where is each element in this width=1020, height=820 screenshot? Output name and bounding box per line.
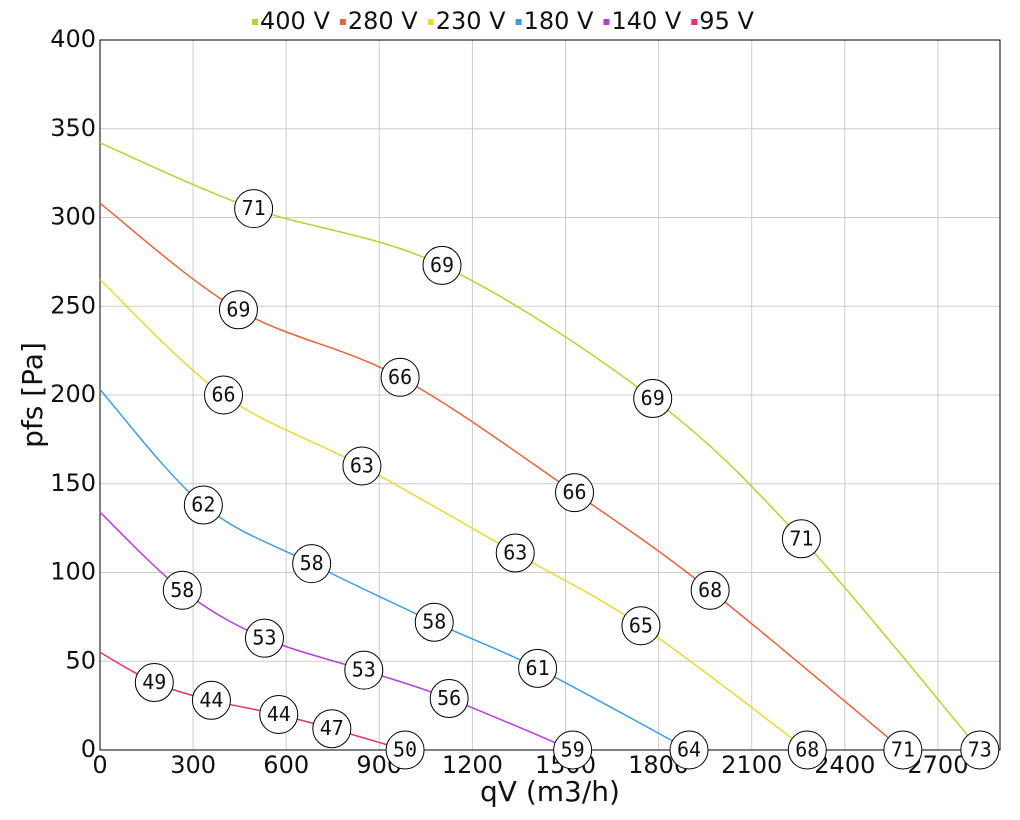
point-marker (690, 570, 730, 610)
point-marker (960, 730, 1000, 770)
y-tick-label: 100 (50, 558, 96, 586)
y-axis-label: pfs [Pa] (16, 342, 49, 448)
y-tick-label: 0 (81, 735, 96, 763)
point-label: 58 (422, 610, 446, 634)
point-label: 64 (677, 738, 701, 762)
point-label: 71 (242, 196, 266, 220)
point-marker (292, 544, 332, 584)
point-label: 66 (388, 365, 412, 389)
point-marker (244, 618, 284, 658)
point-label: 59 (561, 738, 585, 762)
y-tick-label: 200 (50, 380, 96, 408)
point-label: 44 (199, 688, 223, 712)
point-label: 66 (562, 480, 586, 504)
point-marker (204, 375, 244, 415)
legend-label: 95 V (699, 7, 754, 35)
point-marker (414, 602, 454, 642)
point-marker (518, 648, 558, 688)
x-tick-label: 1200 (442, 751, 503, 779)
y-tick-label: 300 (50, 203, 96, 231)
legend-swatch (603, 19, 610, 25)
point-label: 47 (320, 716, 344, 740)
point-marker (218, 290, 258, 330)
legend-swatch (427, 19, 434, 25)
point-marker (781, 519, 821, 559)
y-tick-label: 250 (50, 291, 96, 319)
point-label: 63 (503, 540, 527, 564)
point-marker (553, 730, 593, 770)
point-label: 49 (142, 670, 166, 694)
y-tick-label: 50 (65, 646, 96, 674)
point-label: 68 (795, 738, 819, 762)
point-marker (134, 663, 174, 703)
point-marker (312, 709, 352, 749)
legend-swatch (252, 19, 258, 25)
point-label: 58 (170, 578, 194, 602)
point-label: 69 (430, 253, 454, 277)
point-marker (883, 730, 923, 770)
legend-label: 230 V (436, 7, 506, 35)
point-marker (621, 606, 661, 646)
legend-label: 400 V (260, 7, 330, 35)
point-marker (259, 695, 299, 734)
point-marker (555, 473, 595, 513)
x-tick-label: 0 (92, 751, 107, 779)
y-tick-label: 400 (50, 25, 96, 53)
series-line (99, 389, 690, 751)
series-line (99, 202, 904, 751)
point-label: 71 (789, 526, 813, 550)
x-axis-label: qV (m3/h) (480, 775, 620, 808)
series-line (99, 279, 808, 751)
point-label: 69 (226, 297, 250, 321)
plot-frame (99, 39, 1001, 751)
point-label: 53 (352, 658, 376, 682)
point-marker (183, 485, 223, 525)
point-label: 69 (641, 386, 665, 410)
legend-swatch (691, 19, 698, 25)
point-marker (385, 730, 425, 770)
point-label: 71 (891, 738, 915, 762)
point-marker (787, 730, 827, 770)
y-tick-label: 150 (50, 469, 96, 497)
point-label: 50 (393, 738, 417, 762)
point-marker (342, 446, 382, 486)
legend-label: 280 V (348, 7, 418, 35)
point-label: 56 (437, 686, 461, 710)
legend: 400 V 280 V 230 V 180 V 140 V 95 V (252, 7, 754, 35)
point-label: 58 (300, 551, 324, 575)
point-label: 68 (698, 578, 722, 602)
point-label: 44 (267, 702, 291, 726)
point-marker (191, 680, 231, 720)
point-marker (380, 357, 420, 397)
point-label: 63 (350, 454, 374, 478)
point-marker (234, 189, 274, 229)
point-label: 62 (191, 493, 215, 517)
point-label: 53 (252, 626, 276, 650)
legend-label: 140 V (611, 7, 681, 35)
point-marker (344, 650, 384, 690)
point-label: 73 (968, 738, 992, 762)
legend-swatch (339, 19, 346, 25)
x-tick-label: 600 (263, 751, 309, 779)
point-label: 65 (629, 613, 653, 637)
point-marker (429, 679, 469, 719)
x-tick-label: 2100 (721, 751, 782, 779)
legend-swatch (515, 19, 522, 25)
point-marker (669, 730, 709, 770)
x-tick-label: 300 (170, 751, 216, 779)
legend-label: 180 V (524, 7, 594, 35)
y-tick-label: 350 (50, 114, 96, 142)
point-label: 66 (211, 383, 235, 407)
point-marker (162, 570, 202, 610)
point-marker (422, 245, 462, 285)
point-marker (633, 379, 673, 419)
point-marker (495, 533, 535, 573)
point-label: 61 (526, 656, 550, 680)
